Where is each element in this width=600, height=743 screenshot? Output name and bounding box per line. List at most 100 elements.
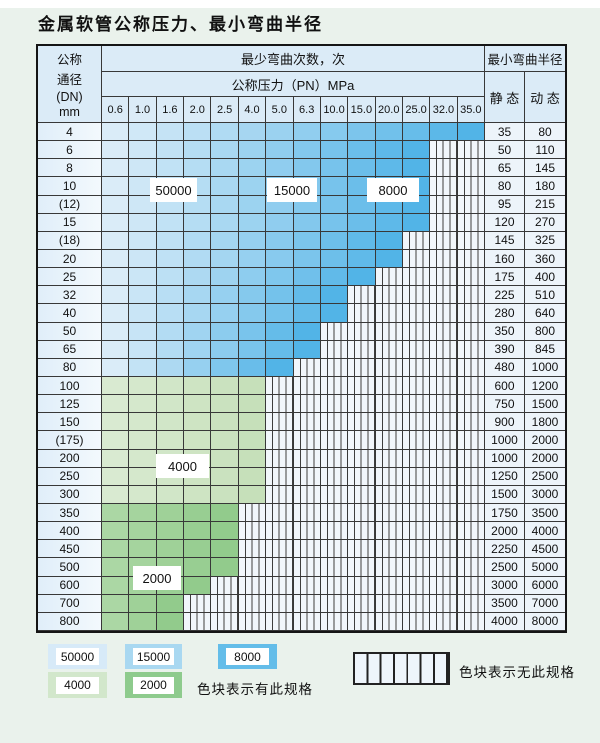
grid-cell [211, 268, 239, 287]
pressure-header-cell: 4.0 [238, 97, 267, 123]
grid-cell-empty [266, 431, 294, 450]
grid-cell-empty [375, 558, 403, 577]
grid-cell-empty [348, 485, 376, 504]
grid-cell [211, 395, 239, 414]
grid-cell [184, 413, 212, 432]
legend-block-label: 2000 [132, 676, 175, 694]
grid-cell [320, 123, 349, 142]
grid-cell [238, 467, 267, 486]
grid-cell-empty [348, 467, 376, 486]
grid-cell [102, 413, 130, 432]
grid-cell [348, 123, 376, 142]
spec-table: 公称 通径 (DN) mm 最少弯曲次数，次 最小弯曲半径 公称压力（PN）MPa 静… [36, 44, 567, 633]
grid-cell [266, 213, 294, 232]
grid-cell-empty [320, 376, 349, 396]
dn-header-line: 公称 [56, 52, 82, 67]
grid-cell [266, 141, 294, 160]
grid-cell [211, 467, 239, 486]
grid-cell [102, 449, 130, 468]
grid-cell [211, 558, 239, 577]
grid-cell-empty [238, 540, 267, 559]
grid-cell [348, 268, 376, 287]
grid-cell-empty [430, 431, 458, 450]
grid-cell [156, 358, 185, 377]
grid-cell [102, 123, 130, 142]
grid-cell [156, 123, 185, 142]
grid-cell [211, 376, 239, 396]
grid-cell-empty [457, 485, 485, 504]
dynamic-cell: 110 [525, 141, 565, 160]
legend-block: 8000 [218, 644, 277, 669]
dn-cell: 25 [38, 268, 102, 287]
grid-cell-empty [402, 522, 431, 541]
grid-cell-empty [375, 594, 403, 613]
grid-cell [320, 213, 349, 232]
grid-cell [293, 141, 321, 160]
grid-cell [184, 358, 212, 377]
pressure-header-cell: 0.6 [102, 97, 130, 123]
grid-cell [129, 376, 157, 396]
dynamic-cell: 2500 [525, 467, 565, 486]
dynamic-cell: 1000 [525, 358, 565, 377]
grid-cell [184, 159, 212, 178]
pressure-header-cell: 2.5 [211, 97, 239, 123]
grid-cell [266, 231, 294, 250]
grid-cell [266, 322, 294, 341]
cycle-annotation: 50000 [150, 178, 197, 202]
static-cell: 390 [485, 340, 525, 359]
dynamic-cell: 360 [525, 249, 565, 269]
grid-cell [211, 123, 239, 142]
static-cell: 95 [485, 195, 525, 214]
cycle-annotation: 4000 [156, 454, 209, 478]
grid-cell-empty [348, 594, 376, 613]
grid-cell [348, 213, 376, 232]
grid-cell [375, 159, 403, 178]
grid-cell-empty [266, 576, 294, 595]
grid-cell-empty [211, 594, 239, 613]
pressure-header-cell: 10.0 [320, 97, 349, 123]
header-dynamic-cell: 动 态 [525, 72, 565, 123]
static-cell: 2500 [485, 558, 525, 577]
dynamic-cell: 2000 [525, 431, 565, 450]
grid-cell-empty [266, 449, 294, 468]
legend-has-spec-text: 色块表示有此规格 [197, 682, 313, 697]
grid-cell [402, 213, 431, 232]
grid-cell-empty [320, 485, 349, 504]
dynamic-cell: 5000 [525, 558, 565, 577]
grid-cell-empty [430, 503, 458, 523]
grid-cell [129, 340, 157, 359]
grid-cell-empty [430, 376, 458, 396]
grid-cell-empty [457, 449, 485, 468]
grid-cell-empty [457, 467, 485, 486]
dn-cell: 50 [38, 322, 102, 341]
dn-cell: (18) [38, 231, 102, 250]
grid-cell-empty [348, 322, 376, 341]
grid-cell [320, 177, 349, 196]
grid-cell-empty [348, 413, 376, 432]
grid-cell [211, 522, 239, 541]
static-cell: 750 [485, 395, 525, 414]
static-cell: 65 [485, 159, 525, 178]
grid-cell [293, 340, 321, 359]
grid-cell-empty [320, 431, 349, 450]
grid-cell [238, 123, 267, 142]
grid-cell-empty [238, 503, 267, 523]
dynamic-cell: 4000 [525, 522, 565, 541]
dn-cell: 350 [38, 503, 102, 523]
grid-cell [211, 358, 239, 377]
grid-cell [293, 304, 321, 323]
grid-cell [102, 286, 130, 305]
grid-cell-empty [457, 503, 485, 523]
grid-cell-empty [375, 449, 403, 468]
dn-header-line: mm [59, 105, 80, 120]
dynamic-cell: 800 [525, 322, 565, 341]
grid-cell [211, 304, 239, 323]
grid-cell-empty [375, 268, 403, 287]
grid-cell [184, 231, 212, 250]
grid-cell [211, 540, 239, 559]
cycle-annotation: 2000 [133, 566, 181, 590]
grid-cell-empty [457, 540, 485, 559]
grid-cell [375, 123, 403, 142]
grid-cell [156, 249, 185, 269]
dynamic-cell: 180 [525, 177, 565, 196]
